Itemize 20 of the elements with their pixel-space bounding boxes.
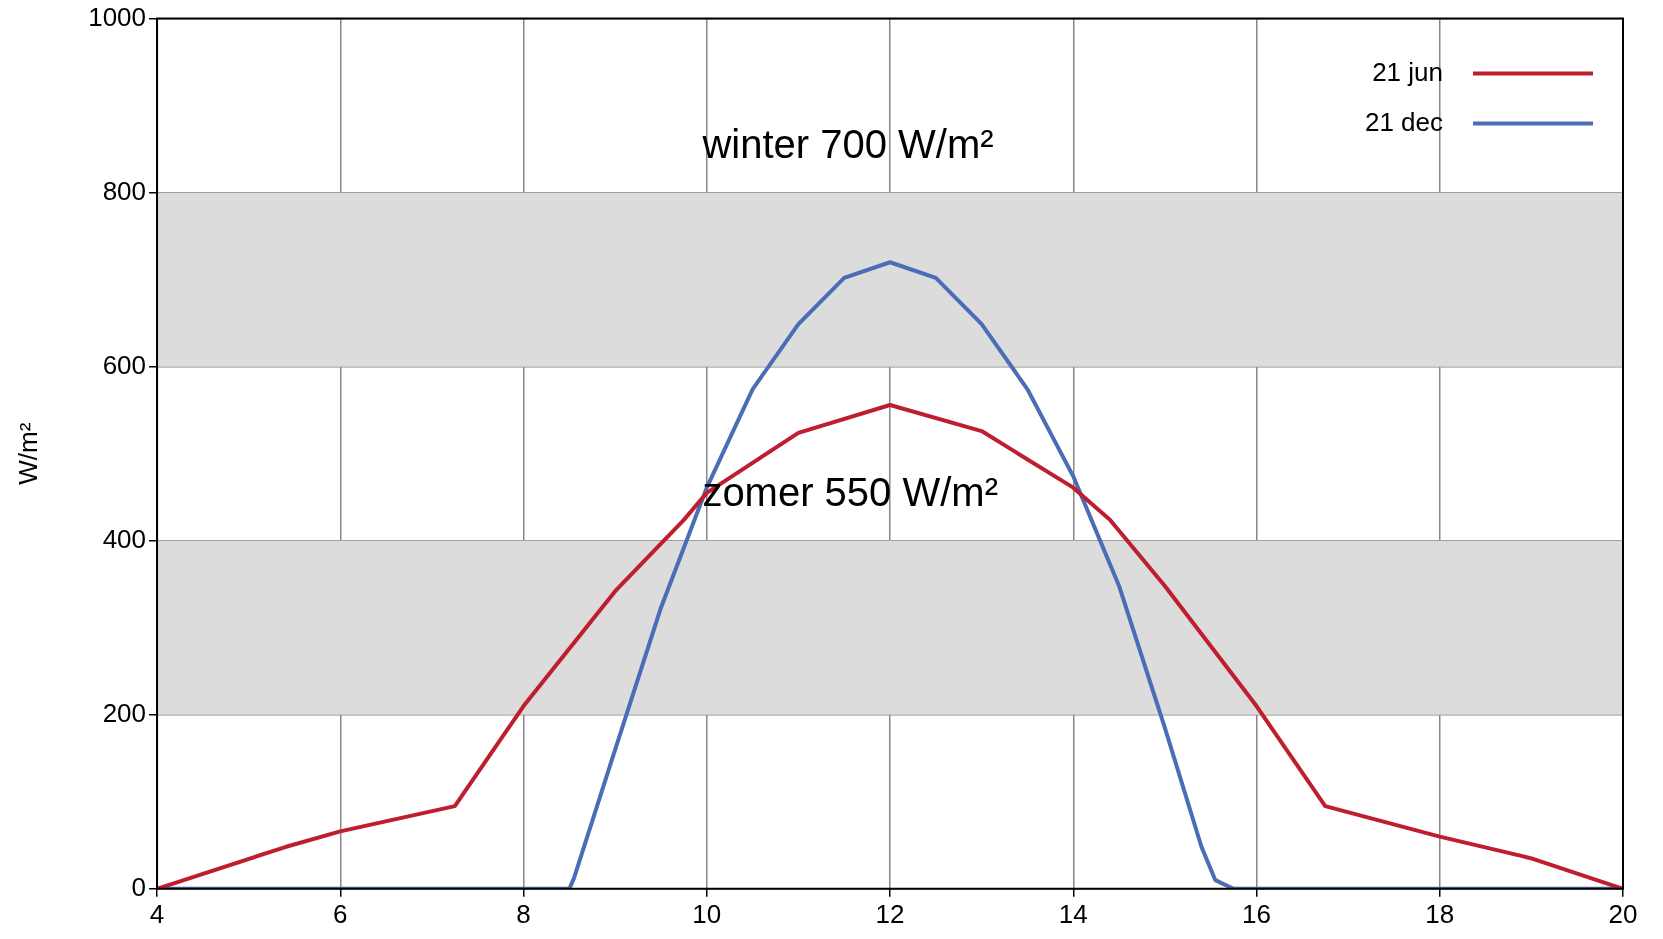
legend-label: 21 jun [1372,56,1443,87]
y-tick-label: 600 [102,349,147,380]
y-tick-label: 200 [102,697,147,728]
annotation: zomer 550 W/m² [702,469,998,514]
x-tick-label: 4 [149,898,165,929]
x-tick-label: 12 [875,898,905,929]
y-tick-label: 0 [131,871,147,902]
x-tick-label: 6 [333,898,348,929]
x-tick-label: 8 [516,898,531,929]
x-tick-label: 10 [692,898,722,929]
x-tick-label: 16 [1242,898,1271,929]
x-tick-label: 18 [1425,898,1455,929]
y-tick-label: 1000 [88,1,147,32]
y-tick-label: 400 [102,523,147,554]
x-tick-label: 20 [1608,898,1638,929]
y-tick-label: 800 [102,175,147,206]
legend-label: 21 dec [1364,106,1443,137]
x-tick-label: 14 [1058,898,1088,929]
annotation: winter 700 W/m² [701,121,994,166]
y-axis-title: W/m² [12,422,43,485]
